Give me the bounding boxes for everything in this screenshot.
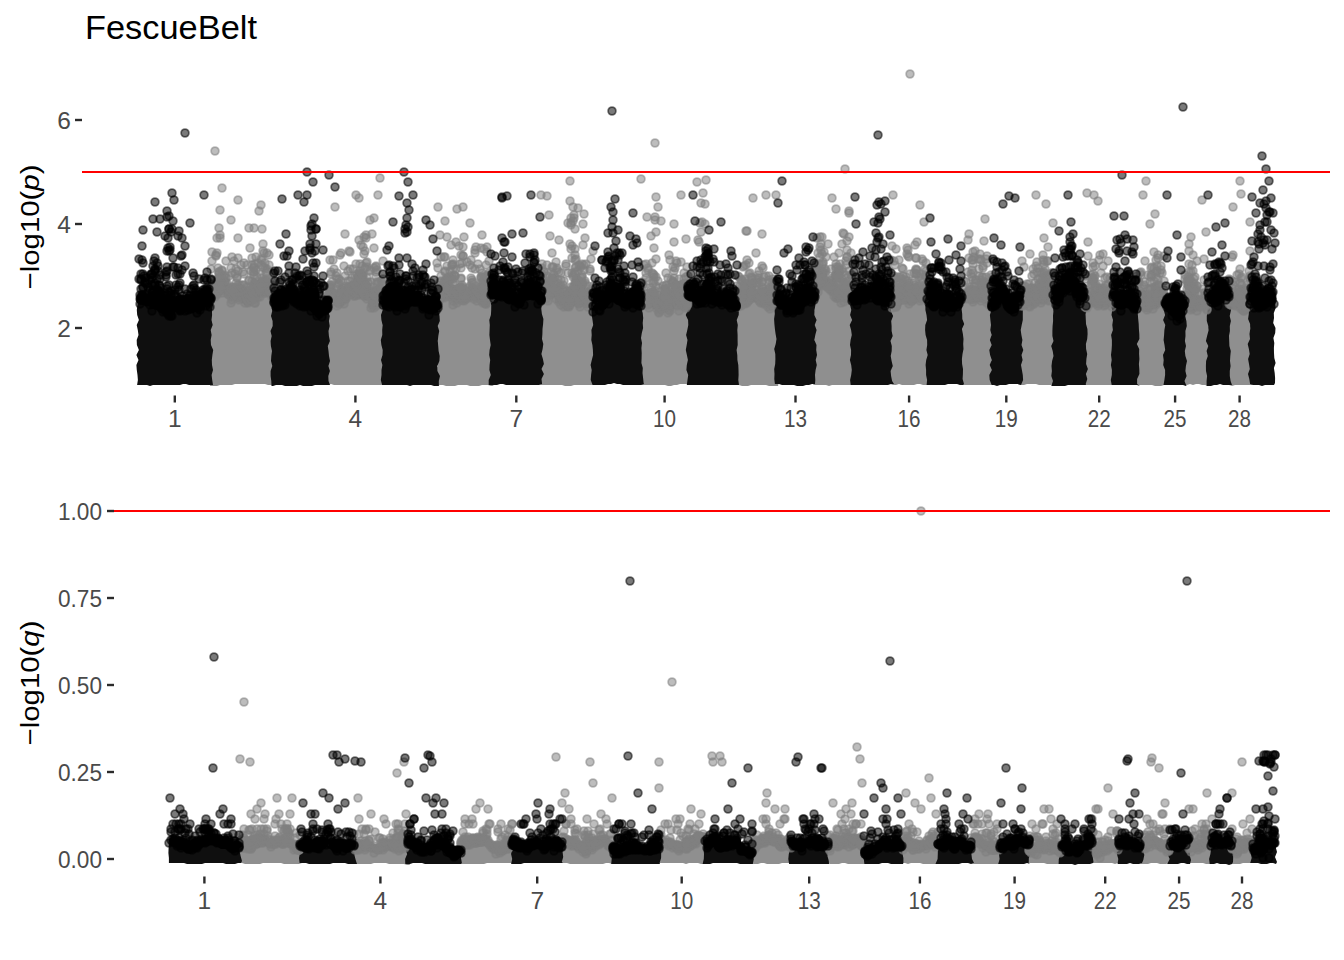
svg-text:19: 19 bbox=[1003, 887, 1026, 914]
svg-text:0.00: 0.00 bbox=[58, 846, 102, 873]
svg-text:25: 25 bbox=[1164, 405, 1187, 432]
svg-text:4: 4 bbox=[349, 405, 363, 432]
svg-text:10: 10 bbox=[670, 887, 693, 914]
svg-text:19: 19 bbox=[995, 405, 1018, 432]
svg-text:0.25: 0.25 bbox=[58, 759, 102, 786]
svg-text:FescueBelt: FescueBelt bbox=[85, 8, 258, 46]
svg-text:13: 13 bbox=[784, 405, 807, 432]
svg-text:1: 1 bbox=[168, 405, 182, 432]
svg-text:7: 7 bbox=[530, 887, 544, 914]
svg-text:1: 1 bbox=[198, 887, 212, 914]
svg-text:22: 22 bbox=[1094, 887, 1117, 914]
svg-text:4: 4 bbox=[57, 211, 71, 238]
svg-text:1.00: 1.00 bbox=[58, 498, 102, 525]
svg-text:28: 28 bbox=[1228, 405, 1251, 432]
svg-text:28: 28 bbox=[1231, 887, 1254, 914]
svg-text:16: 16 bbox=[908, 887, 931, 914]
svg-text:22: 22 bbox=[1088, 405, 1111, 432]
svg-text:0.50: 0.50 bbox=[58, 672, 102, 699]
svg-text:25: 25 bbox=[1168, 887, 1191, 914]
svg-text:7: 7 bbox=[509, 405, 523, 432]
svg-text:13: 13 bbox=[798, 887, 821, 914]
svg-text:−log10(q): −log10(q) bbox=[15, 621, 45, 746]
svg-text:10: 10 bbox=[653, 405, 676, 432]
svg-text:6: 6 bbox=[57, 107, 71, 134]
svg-text:−log10(p): −log10(p) bbox=[15, 165, 45, 290]
svg-text:0.75: 0.75 bbox=[58, 585, 102, 612]
svg-text:4: 4 bbox=[374, 887, 388, 914]
svg-text:16: 16 bbox=[898, 405, 921, 432]
svg-text:2: 2 bbox=[57, 315, 71, 342]
